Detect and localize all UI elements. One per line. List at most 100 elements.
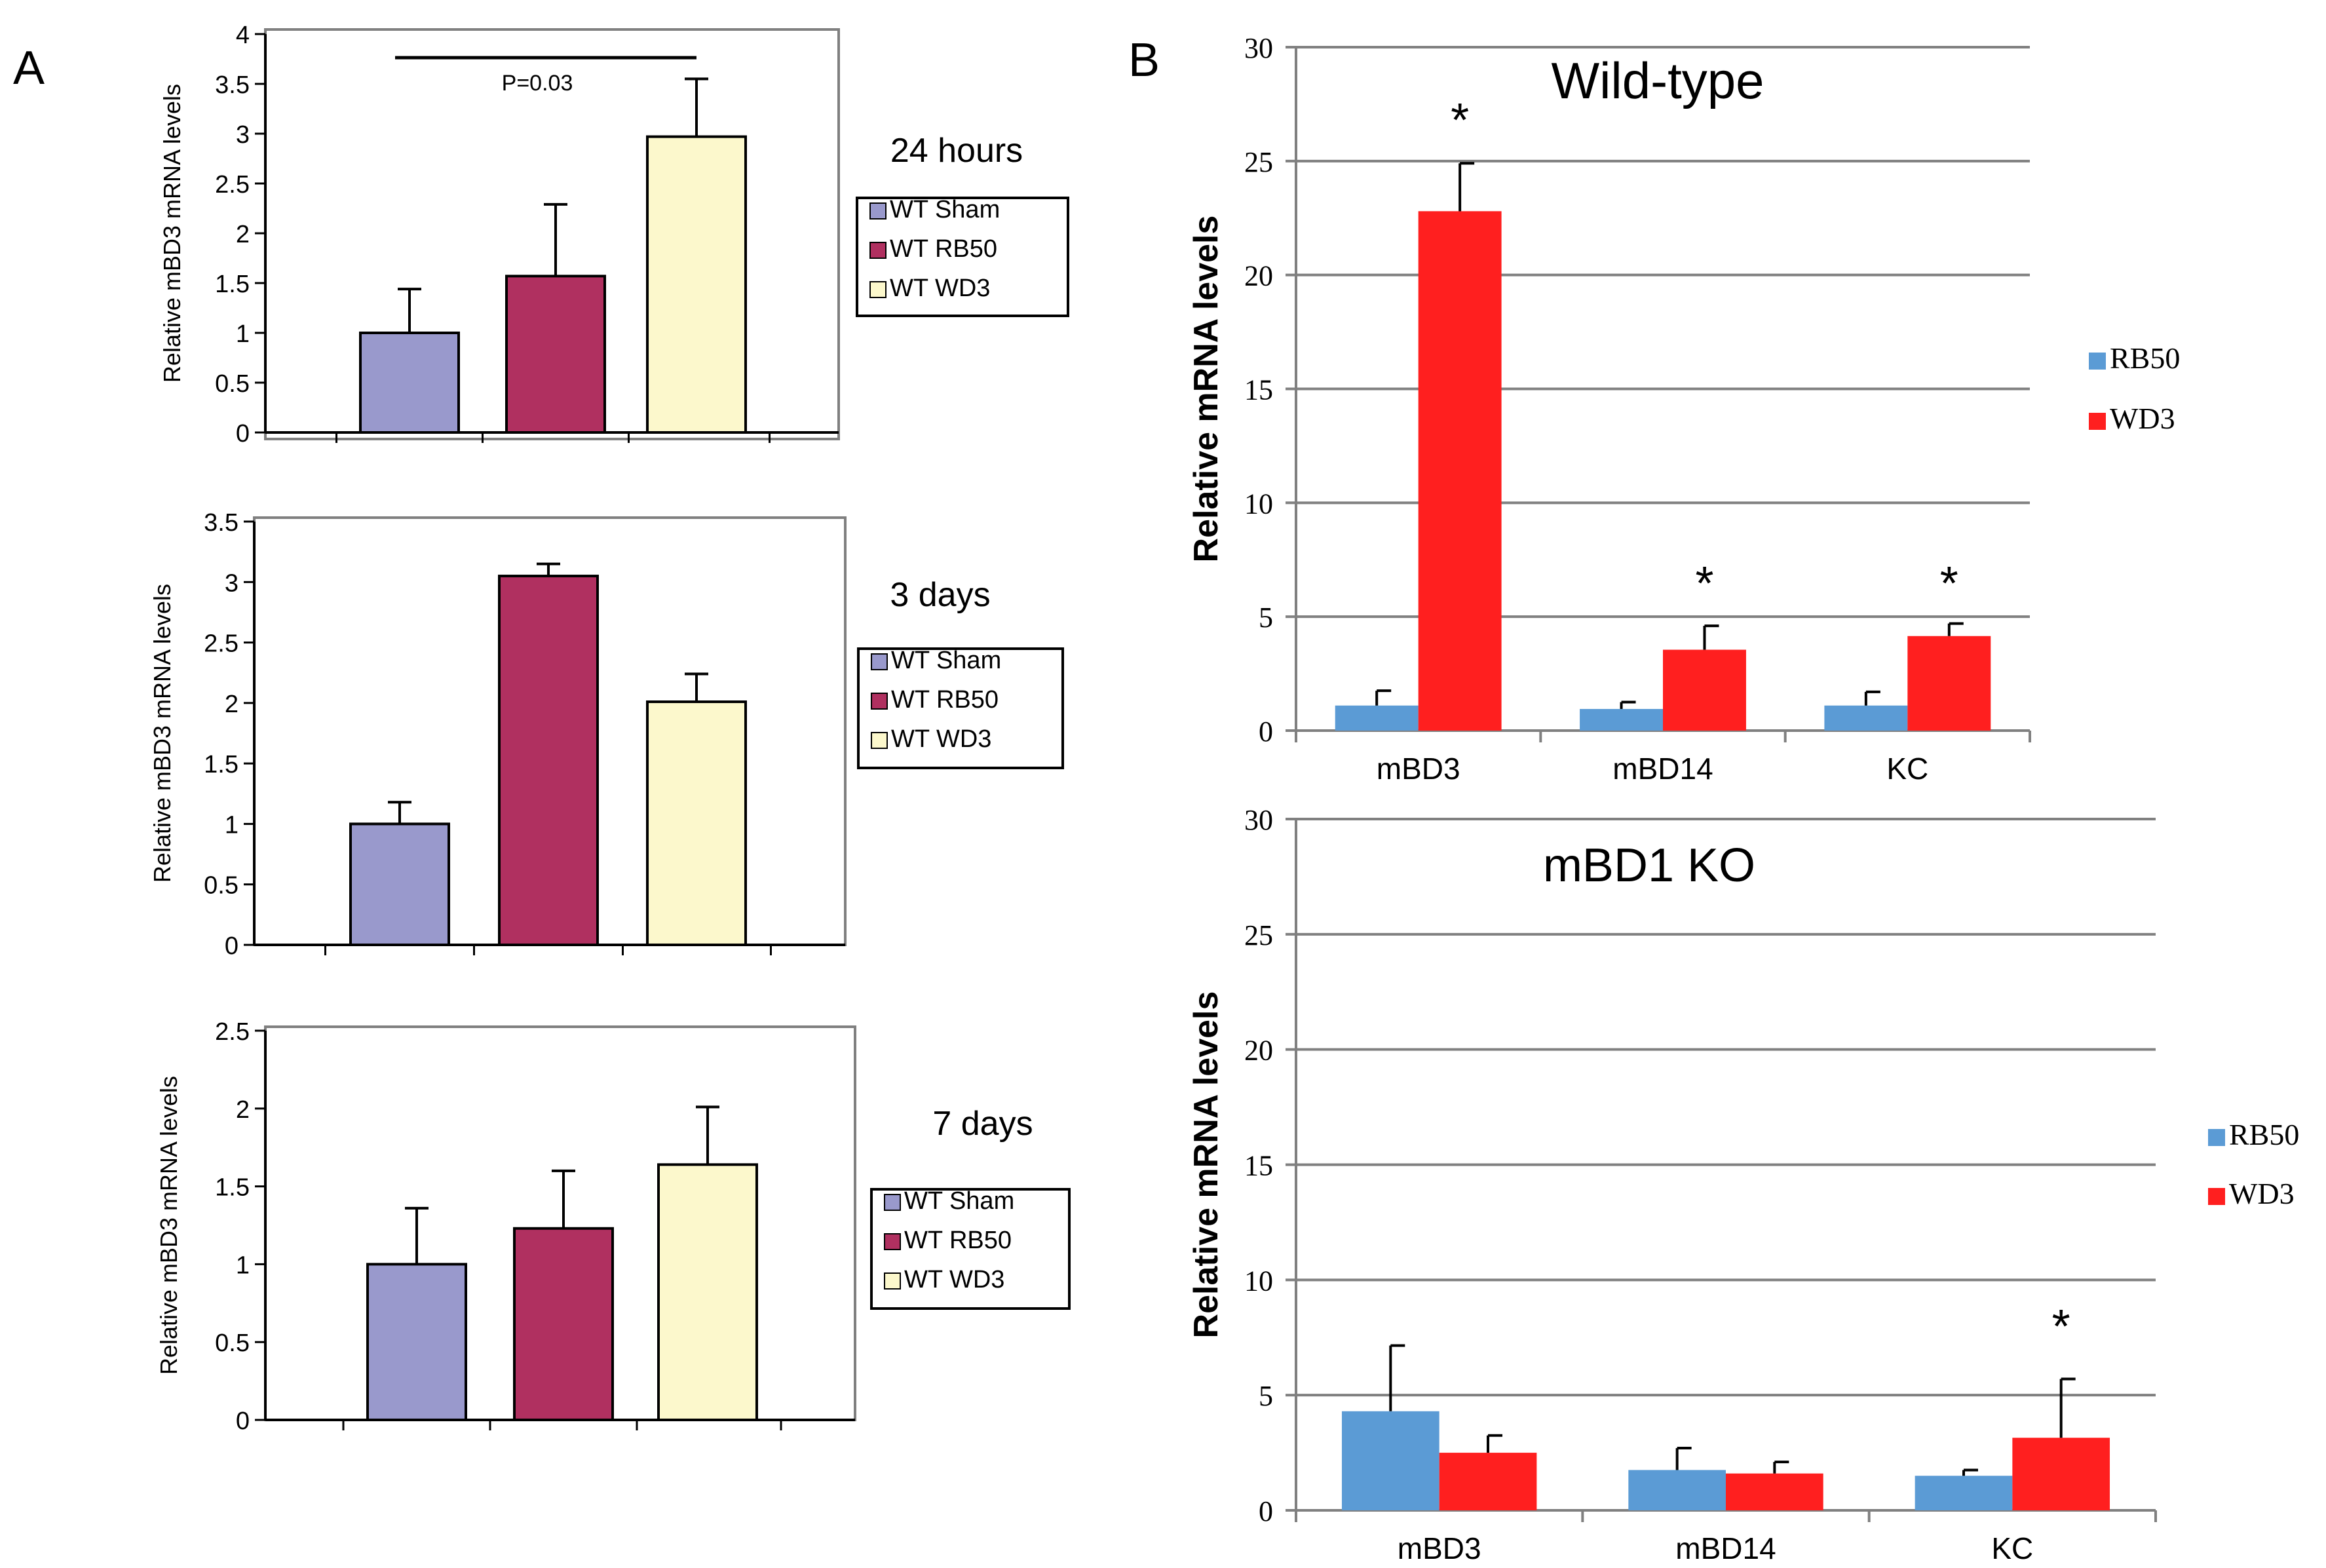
x-tick-label: mBD14 [1675,1531,1776,1565]
bar-2 [646,700,747,947]
y-tick-label: 15 [1244,374,1273,406]
y-tick-label: 5 [1259,602,1273,634]
chart-a-2: 0 0.5 1 1.5 2 2.5 Relative mBD3 mRNA levels 7 d… [155,1018,1071,1435]
y-tick-label: 2 [236,221,250,248]
legend-label: WT WD3 [891,725,991,753]
chart-title: mBD1 KO [1543,839,1755,892]
legend: WT Sham WT RB50 WT WD3 [870,1187,1071,1310]
bar-rb50 [1580,708,1663,731]
y-tick-label: 2.5 [204,630,238,658]
y-tick-label: 0 [236,1407,250,1435]
legend-label: WT RB50 [890,235,997,263]
legend-box [857,647,1064,769]
legend: RB50 WD3 [2208,1118,2299,1210]
bar-0 [349,822,450,947]
legend-label: WT RB50 [904,1227,1012,1254]
bar-rb50 [1824,705,1908,731]
y-tick-label: 0.5 [204,872,238,900]
legend-label: RB50 [2229,1118,2299,1151]
y-tick-label: 1 [236,320,250,348]
y-tick-label: 1 [236,1252,250,1279]
y-tick-label: 2 [236,1096,250,1124]
x-tick-label: KC [1991,1531,2033,1565]
y-axis-label: Relative mBD3 mRNA levels [149,584,176,883]
legend-swatch [2208,1129,2225,1146]
y-tick-label: 0 [1259,1495,1273,1527]
bar-rb50 [1915,1476,2013,1510]
y-axis-label: Relative mRNA levels [1187,991,1225,1339]
legend-label: WT WD3 [890,275,990,302]
chart-a-0: 0 0.5 1 1.5 2 2.5 3 3.5 4 Relative mBD3 mRNA leve… [159,22,1069,448]
y-tick-label: 25 [1244,146,1273,178]
legend-swatch [2089,413,2106,430]
y-axis-label: Relative mBD3 mRNA levels [155,1076,182,1375]
y-tick-label: 20 [1244,260,1273,292]
significance-star: * [2052,1301,2070,1353]
legend-swatch [869,202,887,220]
y-tick-label: 20 [1244,1035,1273,1067]
y-tick-label: 0 [225,932,238,960]
y-tick-label: 3.5 [204,509,238,537]
y-axis-label: Relative mRNA levels [1187,216,1225,563]
y-tick-label: 10 [1244,488,1273,520]
bar-0 [366,1263,467,1422]
x-tick-label: mBD3 [1377,752,1460,786]
legend-swatch [869,242,887,259]
bar-rb50 [1628,1470,1726,1510]
panel-label-a: A [13,42,45,94]
chart-title: Wild-type [1551,52,1764,109]
legend-swatch [2208,1188,2225,1205]
y-tick-label: 15 [1244,1150,1273,1182]
bar-rb50 [1335,705,1419,731]
bar-wd3 [1907,636,1991,731]
chart-a-1: 0 0.5 1 1.5 2 2.5 3 3.5 Relative mBD3 mRNA level… [149,509,1064,960]
y-tick-label: 0.5 [215,370,250,398]
significance-star: * [1940,558,1958,610]
legend: WT Sham WT RB50 WT WD3 [857,647,1064,769]
chart-b-4: 0 5 10 15 20 25 30 mBD3 mBD14 KC * Relative mRNA le… [1187,804,2299,1565]
bar-wd3 [1418,211,1502,731]
bar-wd3 [1663,649,1746,731]
chart-title: 24 hours [890,132,1023,170]
legend-label: WT Sham [890,196,1000,223]
legend-swatch [871,653,888,670]
legend-swatch [884,1233,901,1250]
y-tick-label: 2.5 [215,1018,250,1046]
y-tick-label: 0 [236,420,250,448]
y-tick-label: 0 [1259,716,1273,748]
legend-label: WD3 [2229,1177,2295,1210]
p-value-annotation: P=0.03 [502,71,573,96]
legend-box [856,197,1069,317]
legend-label: RB50 [2110,341,2180,375]
y-tick-label: 4 [236,22,250,49]
y-tick-label: 3 [236,121,250,149]
y-tick-label: 1.5 [204,751,238,778]
y-tick-label: 3 [225,569,238,597]
x-tick-label: KC [1886,752,1928,786]
chart-b-3: 0 5 10 15 20 25 30 mBD3 * mBD14 * KC * Relative mRNA … [1187,32,2180,786]
y-tick-label: 30 [1244,32,1273,64]
y-tick-label: 1.5 [215,1174,250,1202]
legend-label: WT WD3 [904,1266,1004,1293]
legend: WT Sham WT RB50 WT WD3 [856,196,1069,317]
legend-swatch [871,693,888,710]
legend-box [870,1188,1071,1310]
panel-label-b: B [1128,34,1160,86]
y-tick-label: 10 [1244,1265,1273,1297]
y-tick-label: 30 [1244,804,1273,836]
chart-title: 3 days [890,576,990,614]
legend: RB50 WD3 [2089,341,2180,435]
bar-1 [498,575,599,946]
y-tick-label: 25 [1244,919,1273,951]
legend-label: WT Sham [891,647,1001,674]
y-tick-label: 1.5 [215,271,250,298]
x-tick-label: mBD14 [1612,752,1713,786]
bar-wd3 [1439,1453,1537,1510]
significance-star: * [1695,558,1713,610]
y-tick-label: 2 [225,691,238,718]
significance-star: * [1451,94,1469,147]
legend-label: WD3 [2110,402,2175,435]
y-tick-label: 0.5 [215,1329,250,1357]
legend-label: WT Sham [904,1187,1014,1215]
